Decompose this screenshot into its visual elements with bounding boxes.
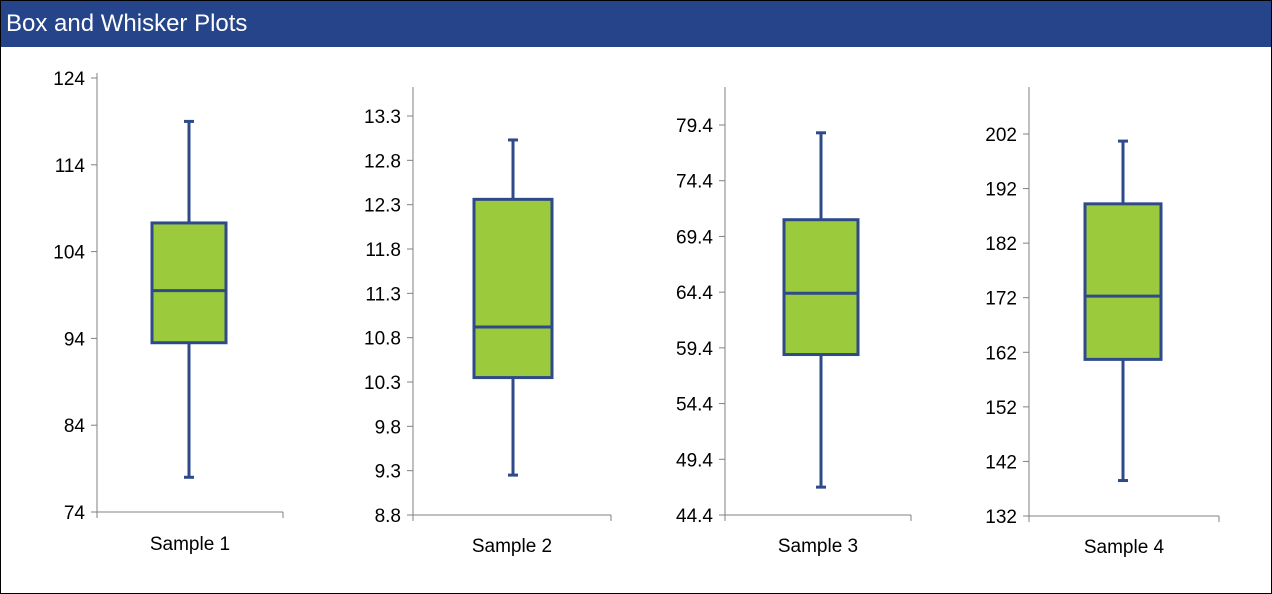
sample4-y-tick-label: 162: [985, 343, 1017, 364]
sample1-iqr-box: [150, 221, 228, 345]
sample2-y-tick-label: 11.8: [365, 240, 401, 261]
sample4-y-tick-label: 192: [985, 180, 1017, 201]
sample2-iqr-box: [472, 197, 554, 380]
sample2-y-tick-label: 12.3: [364, 196, 401, 217]
sample2-y-tick-label: 11.3: [365, 284, 401, 305]
sample4-category-label: Sample 4: [1084, 537, 1165, 558]
chart-title: Box and Whisker Plots: [6, 10, 248, 37]
sample1-y-tick-label: 74: [64, 503, 86, 524]
sample1-y-tick-label: 84: [64, 416, 86, 437]
sample4-y-tick-label: 132: [985, 507, 1017, 528]
sample1-y-tick-label: 114: [55, 156, 86, 177]
sample4-y-tick-label: 182: [985, 234, 1017, 255]
sample4-y-tick-label: 142: [985, 452, 1017, 473]
sample2-y-tick-label: 10.8: [364, 329, 401, 350]
sample1-category-label: Sample 1: [150, 534, 230, 555]
sample1-y-tick-label: 94: [64, 329, 86, 350]
sample1-y-tick-label: 104: [53, 243, 85, 264]
sample2-y-tick-label: 9.8: [375, 417, 401, 438]
sample2-category-label: Sample 2: [472, 536, 552, 557]
sample4-y-tick-label: 172: [985, 289, 1017, 310]
title-bar: Box and Whisker Plots: [1, 1, 1271, 47]
sample3-y-tick-label: 64.4: [676, 283, 713, 304]
sample2-y-tick-label: 10.3: [364, 373, 401, 394]
sample3-y-tick-label: 59.4: [676, 339, 713, 360]
sample3-y-tick-label: 44.4: [676, 506, 713, 527]
sample3-iqr-box: [782, 218, 860, 357]
sample1-y-tick-label: 124: [53, 69, 85, 90]
sample2-y-tick-label: 13.3: [364, 107, 401, 128]
sample3-y-tick-label: 74.4: [676, 172, 713, 193]
sample3-y-tick-label: 69.4: [676, 227, 713, 248]
sample3-y-tick-label: 54.4: [676, 395, 713, 416]
sample4-y-tick-label: 152: [985, 398, 1017, 419]
sample3-category-label: Sample 3: [778, 536, 858, 557]
sample2-y-tick-label: 9.3: [375, 462, 401, 483]
sample3-y-tick-label: 49.4: [676, 450, 713, 471]
sample2-y-tick-label: 8.8: [375, 506, 401, 527]
sample4-y-tick-label: 202: [985, 125, 1017, 146]
sample2-y-tick-label: 12.8: [364, 151, 401, 172]
sample3-y-tick-label: 79.4: [676, 116, 713, 137]
sample4-iqr-box: [1083, 202, 1163, 361]
